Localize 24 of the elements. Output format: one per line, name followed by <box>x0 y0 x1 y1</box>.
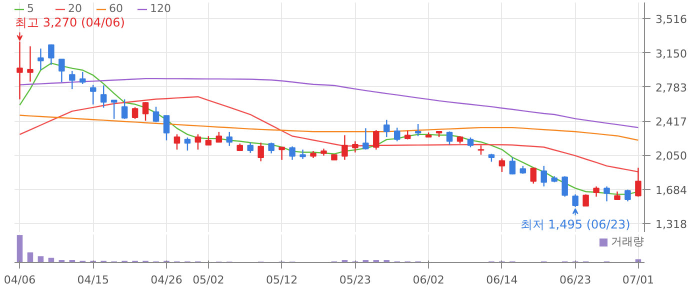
x-tick-label: 04/26 <box>150 274 182 286</box>
x-tick-label: 05/02 <box>192 274 224 286</box>
y-tick-label: 3,516 <box>656 13 687 26</box>
legend-label: 60 <box>109 2 124 15</box>
annotation: 최저 1,495 (06/23) <box>520 218 630 232</box>
legend-label: 120 <box>150 2 171 15</box>
x-tick-label: 05/12 <box>266 274 298 286</box>
x-tick-label: 05/23 <box>339 274 372 286</box>
x-tick-label: 04/06 <box>4 274 36 286</box>
x-tick-label: 06/14 <box>486 274 518 286</box>
y-tick-label: 3,150 <box>656 47 687 60</box>
x-tick-label: 07/01 <box>622 274 654 286</box>
annotation: 최고 3,270 (04/06) <box>15 16 125 30</box>
legend-label: 5 <box>27 2 35 15</box>
y-tick-label: 2,050 <box>656 150 687 163</box>
x-tick-label: 04/15 <box>77 274 109 286</box>
legend-label: 20 <box>68 2 83 15</box>
y-tick-label: 2,783 <box>656 81 687 94</box>
x-tick-label: 06/23 <box>559 274 592 286</box>
y-tick-label: 1,318 <box>656 218 687 231</box>
legend-label: 거래량 <box>611 234 644 249</box>
y-tick-label: 1,684 <box>656 184 687 197</box>
y-tick-label: 2,417 <box>656 116 687 129</box>
x-tick-label: 06/02 <box>412 274 444 286</box>
